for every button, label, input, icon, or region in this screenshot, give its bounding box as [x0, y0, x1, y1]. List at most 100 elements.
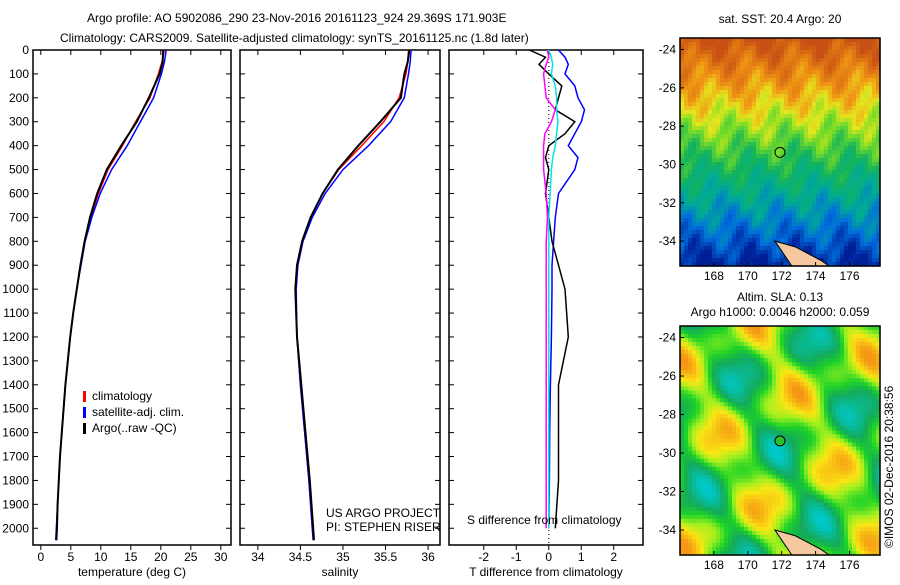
map-cell [796, 519, 801, 524]
map-cell [868, 142, 873, 147]
map-cell [856, 194, 861, 199]
map-cell [820, 178, 825, 183]
map-cell [804, 370, 809, 375]
map-cell [852, 82, 857, 87]
map-cell [732, 382, 737, 387]
map-cell [736, 174, 741, 179]
map-cell [792, 54, 797, 59]
map-cell [836, 50, 841, 55]
map-cell [796, 330, 801, 335]
map-cell [792, 110, 797, 115]
map-cell [784, 58, 789, 63]
map-cell [832, 86, 837, 91]
map-cell [868, 110, 873, 115]
map-cell [868, 50, 873, 55]
map-cell [776, 126, 781, 131]
map-cell [800, 174, 805, 179]
map-cell [688, 42, 693, 47]
map-cell [800, 398, 805, 403]
map-cell [744, 250, 749, 255]
map-cell [848, 198, 853, 203]
map-cell [736, 491, 741, 496]
map-cell [736, 370, 741, 375]
map-cell [684, 402, 689, 407]
map-cell [720, 483, 725, 488]
map-cell [748, 186, 753, 191]
map-cell [708, 58, 713, 63]
map-cell [760, 130, 765, 135]
map-cell [796, 467, 801, 472]
x-tick-label: 0 [545, 550, 552, 564]
map-cell [860, 134, 865, 139]
map-cell [780, 134, 785, 139]
map-cell [692, 138, 697, 143]
map-cell [864, 130, 869, 135]
map-cell [788, 350, 793, 355]
map-cell [840, 42, 845, 47]
map-cell [740, 194, 745, 199]
map-cell [872, 222, 877, 227]
map-cell [800, 362, 805, 367]
map-cell [812, 230, 817, 235]
map-cell [796, 507, 801, 512]
map-cell [692, 238, 697, 243]
map-cell [756, 519, 761, 524]
x-tick-label: 2 [610, 550, 617, 564]
map-cell [868, 190, 873, 195]
map-cell [816, 110, 821, 115]
map-cell [756, 242, 761, 247]
map-cell [856, 230, 861, 235]
map-cell [784, 218, 789, 223]
map-cell [832, 58, 837, 63]
map-cell [868, 230, 873, 235]
map-cell [872, 194, 877, 199]
map-cell [728, 547, 733, 552]
plot-frame-sal [240, 50, 440, 545]
map-cell [860, 102, 865, 107]
map-cell [684, 234, 689, 239]
map-cell [748, 142, 753, 147]
map-cell [788, 162, 793, 167]
map-cell [748, 114, 753, 119]
map-cell [708, 178, 713, 183]
map-cell [712, 547, 717, 552]
map-cell [696, 202, 701, 207]
map-cell [716, 334, 721, 339]
map-cell [852, 162, 857, 167]
map-cell [704, 515, 709, 520]
map-cell [836, 150, 841, 155]
map-cell [780, 70, 785, 75]
map-cell [828, 74, 833, 79]
map-cell [800, 114, 805, 119]
map-cell [748, 70, 753, 75]
map-cell [724, 166, 729, 171]
map-cell [692, 487, 697, 492]
map-cell [832, 114, 837, 119]
map-cell [700, 346, 705, 351]
map-cell [752, 214, 757, 219]
map-cell [744, 70, 749, 75]
map-cell [856, 258, 861, 263]
legend-swatch [83, 391, 86, 402]
map-cell [764, 90, 769, 95]
map-cell [872, 174, 877, 179]
map-cell [776, 475, 781, 480]
map-cell [740, 543, 745, 548]
map-cell [688, 455, 693, 460]
map-cell [800, 82, 805, 87]
map-cell [776, 358, 781, 363]
map-cell [724, 214, 729, 219]
map-cell [688, 459, 693, 464]
map-cell [684, 198, 689, 203]
map-cell [744, 114, 749, 119]
map-cell [720, 499, 725, 504]
map-cell [692, 463, 697, 468]
map-cell [736, 102, 741, 107]
map-cell [820, 174, 825, 179]
map-cell [792, 366, 797, 371]
map-cell [796, 166, 801, 171]
map-cell [692, 226, 697, 231]
map-cell [728, 70, 733, 75]
map-cell [832, 166, 837, 171]
map-cell [784, 431, 789, 436]
